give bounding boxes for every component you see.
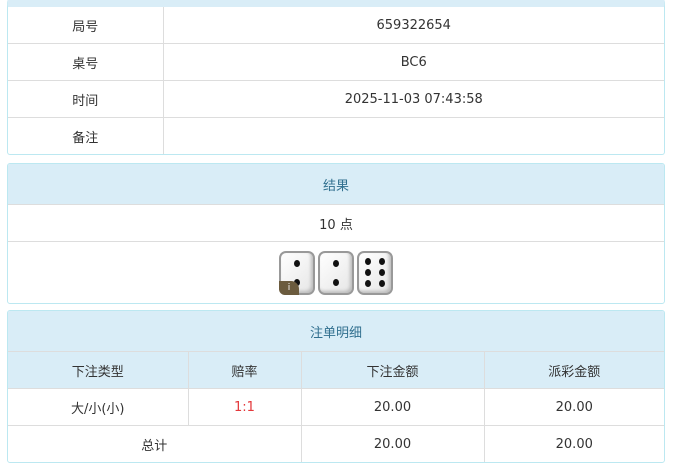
bet-amount: 20.00 [300,388,485,426]
table-row: 桌号 BC6 [8,43,664,81]
payout: 20.00 [483,388,664,426]
bet-details-title: 注单明细 [8,311,664,352]
pip [365,279,371,287]
col-bet-amount: 下注金额 [300,351,485,389]
info-panel: 局号 659322654 桌号 BC6 时间 2025-11-03 07:43:58 … [7,0,665,155]
pip [379,279,385,287]
col-payout: 派彩金额 [483,351,664,389]
label: 时间 [8,80,164,118]
bet-details-panel: 注单明细 下注类型 赔率 下注金额 派彩金额 大/小(小) 1:1 20.00 … [7,310,665,463]
table-row: 大/小(小) 1:1 20.00 20.00 [8,388,664,426]
result-title: 结果 [8,164,664,205]
pip [333,278,339,286]
remark [162,117,664,154]
table-row: 备注 [8,117,664,154]
info-table: 局号 659322654 桌号 BC6 时间 2025-11-03 07:43:58 … [8,7,664,154]
table-row: 时间 2025-11-03 07:43:58 [8,80,664,118]
total-row: 总计 20.00 20.00 [8,425,664,462]
info-icon[interactable]: i [279,280,299,295]
label: 备注 [8,117,164,154]
die-2 [318,250,354,295]
pip [365,268,371,276]
total-label: 总计 [8,425,302,462]
round-number: 659322654 [162,7,664,44]
time: 2025-11-03 07:43:58 [162,80,664,118]
col-bet-type: 下注类型 [8,351,189,389]
dice-group: i [279,250,393,295]
pip [333,259,339,267]
total-payout: 20.00 [483,425,664,462]
label: 局号 [8,7,164,44]
result-points: 10 点 [8,204,664,242]
col-odds: 赔率 [187,351,302,389]
label: 桌号 [8,43,164,81]
total-amount: 20.00 [300,425,485,462]
pip [379,268,385,276]
pip [294,259,300,267]
odds: 1:1 [187,388,302,426]
result-panel: 结果 10 点 i [7,163,665,304]
pip [379,257,385,265]
bet-type: 大/小(小) [8,388,189,426]
table-number: BC6 [162,43,664,81]
die-6 [357,250,393,295]
pip [365,257,371,265]
die-2: i [279,250,315,295]
table-row: 局号 659322654 [8,7,664,44]
pip [294,278,300,286]
